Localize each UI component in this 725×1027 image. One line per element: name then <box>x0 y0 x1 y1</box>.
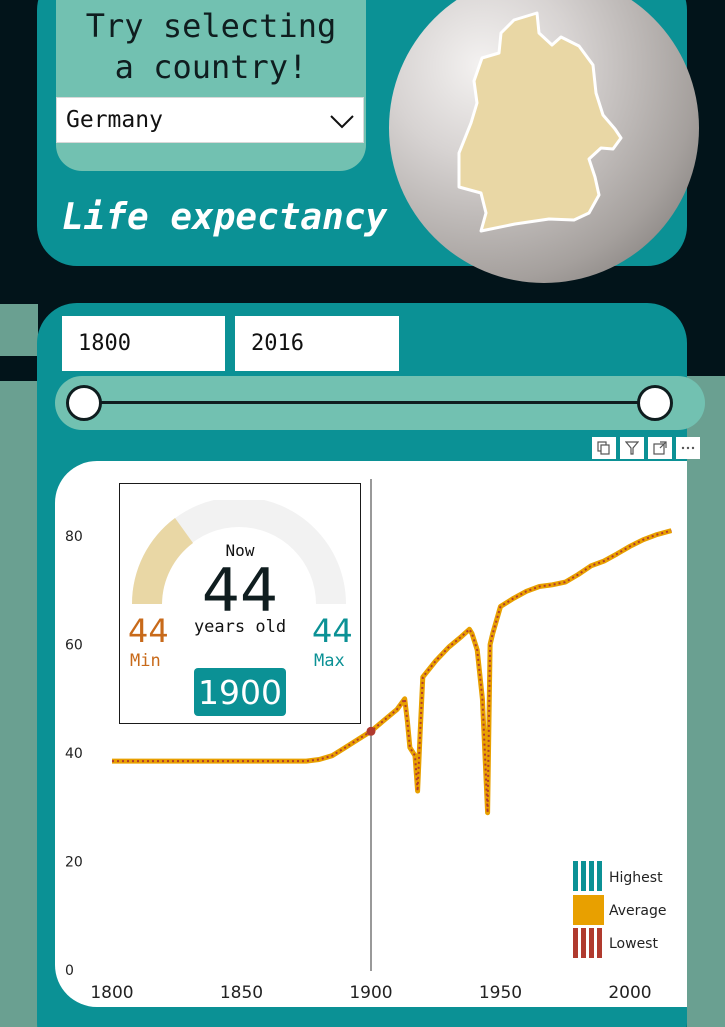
gauge-unit-label: years old <box>193 617 287 637</box>
slider-track[interactable] <box>84 401 655 404</box>
y-tick-label: 20 <box>65 855 83 871</box>
page-title: Life expectancy <box>62 197 388 238</box>
slider-handle-end[interactable] <box>637 385 673 421</box>
legend-lowest-swatch <box>573 928 602 958</box>
chevron-down-icon <box>330 115 354 129</box>
legend-lowest-label: Lowest <box>609 936 658 952</box>
country-dropdown-value: Germany <box>66 107 163 133</box>
legend-average-swatch <box>573 895 604 925</box>
legend: Highest Average Lowest <box>573 861 667 958</box>
selector-prompt: Try selecting a country! <box>56 6 366 88</box>
gauge-max-value: 44 <box>312 612 353 650</box>
prompt-line-2: a country! <box>114 48 308 86</box>
x-tick-label: 1900 <box>349 983 392 1003</box>
gauge-min-value: 44 <box>128 612 169 650</box>
end-year-input[interactable]: 2016 <box>235 316 399 371</box>
gauge-now-label: Now <box>225 541 255 560</box>
x-tick-label: 1850 <box>220 983 263 1003</box>
gauge-chart <box>131 500 346 604</box>
gauge-min-label: Min <box>130 651 161 671</box>
legend-average-label: Average <box>609 903 667 919</box>
background-stripe <box>687 376 725 1027</box>
legend-highest-label: Highest <box>609 870 663 886</box>
y-tick-label: 60 <box>65 638 83 654</box>
x-tick-label: 2000 <box>608 983 651 1003</box>
country-dropdown[interactable]: Germany <box>56 97 364 143</box>
x-tick-label: 1950 <box>479 983 522 1003</box>
filter-icon[interactable] <box>620 437 644 459</box>
slider-handle-start[interactable] <box>66 385 102 421</box>
gauge-background-arc <box>132 500 346 604</box>
germany-map-icon <box>457 11 623 233</box>
gauge-value-arc <box>131 518 193 604</box>
start-year-value: 1800 <box>78 331 131 356</box>
y-tick-label: 80 <box>65 529 83 545</box>
copy-icon[interactable] <box>592 437 616 459</box>
selected-year-badge: 1900 <box>194 668 286 716</box>
selected-year-value: 1900 <box>198 672 282 712</box>
more-options-icon[interactable] <box>676 437 700 459</box>
background-stripe <box>0 304 38 356</box>
start-year-input[interactable]: 1800 <box>62 316 225 371</box>
legend-highest-swatch <box>573 861 602 891</box>
country-globe <box>389 0 699 283</box>
y-tick-label: 40 <box>65 746 83 762</box>
year-marker-point[interactable] <box>366 726 376 736</box>
series-lowest-line <box>112 529 672 814</box>
prompt-line-1: Try selecting <box>85 7 337 45</box>
y-tick-label: 0 <box>65 963 74 979</box>
life-expectancy-chart[interactable]: 0 20 40 60 80 1800 1850 1900 1950 2000 Highest A… <box>55 461 687 1007</box>
end-year-value: 2016 <box>251 331 304 356</box>
focus-mode-icon[interactable] <box>648 437 672 459</box>
gauge-max-label: Max <box>314 651 345 671</box>
background-stripe <box>0 381 38 1027</box>
x-tick-label: 1800 <box>90 983 133 1003</box>
gauge-now-value: 44 <box>201 556 279 626</box>
